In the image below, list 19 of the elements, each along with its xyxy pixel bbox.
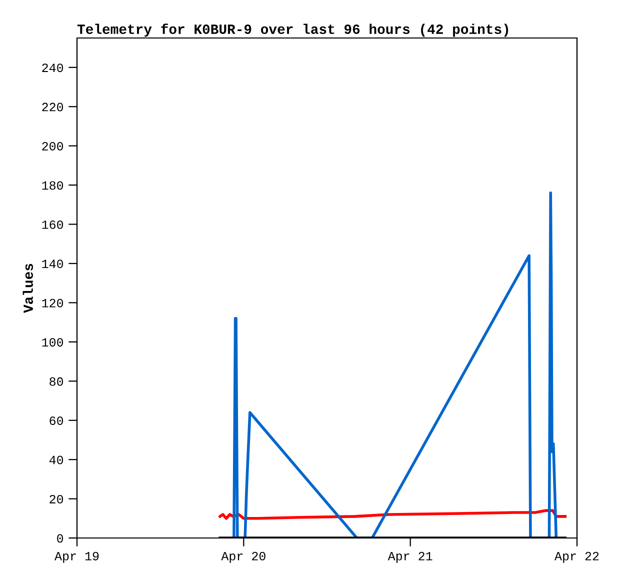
x-tick-label: Apr 19 bbox=[54, 552, 99, 563]
y-tick-label: 180 bbox=[42, 181, 64, 190]
y-tick-label: 120 bbox=[42, 298, 64, 308]
x-tick-label: Apr 20 bbox=[221, 552, 266, 563]
y-tick-label: 240 bbox=[42, 64, 64, 72]
y-tick-label: 0 bbox=[57, 534, 64, 543]
y-tick-label: 60 bbox=[50, 416, 64, 426]
y-tick-label: 80 bbox=[50, 377, 64, 386]
x-tick-label: Apr 22 bbox=[554, 552, 599, 563]
y-tick-label: 200 bbox=[42, 142, 64, 150]
y-tick-label: 220 bbox=[42, 102, 64, 112]
y-tick-label: 100 bbox=[42, 338, 64, 347]
y-tick-label: 40 bbox=[49, 456, 64, 464]
y-tick-label: 140 bbox=[42, 260, 64, 268]
x-tick-label: Apr 21 bbox=[388, 552, 432, 563]
y-tick-label: 20 bbox=[50, 494, 64, 504]
chart-title: Telemetry for K0BUR-9 over last 96 hours (42 points) bbox=[77, 24, 508, 37]
y-axis-title: Values bbox=[22, 264, 33, 313]
y-tick-label: 160 bbox=[42, 220, 64, 229]
